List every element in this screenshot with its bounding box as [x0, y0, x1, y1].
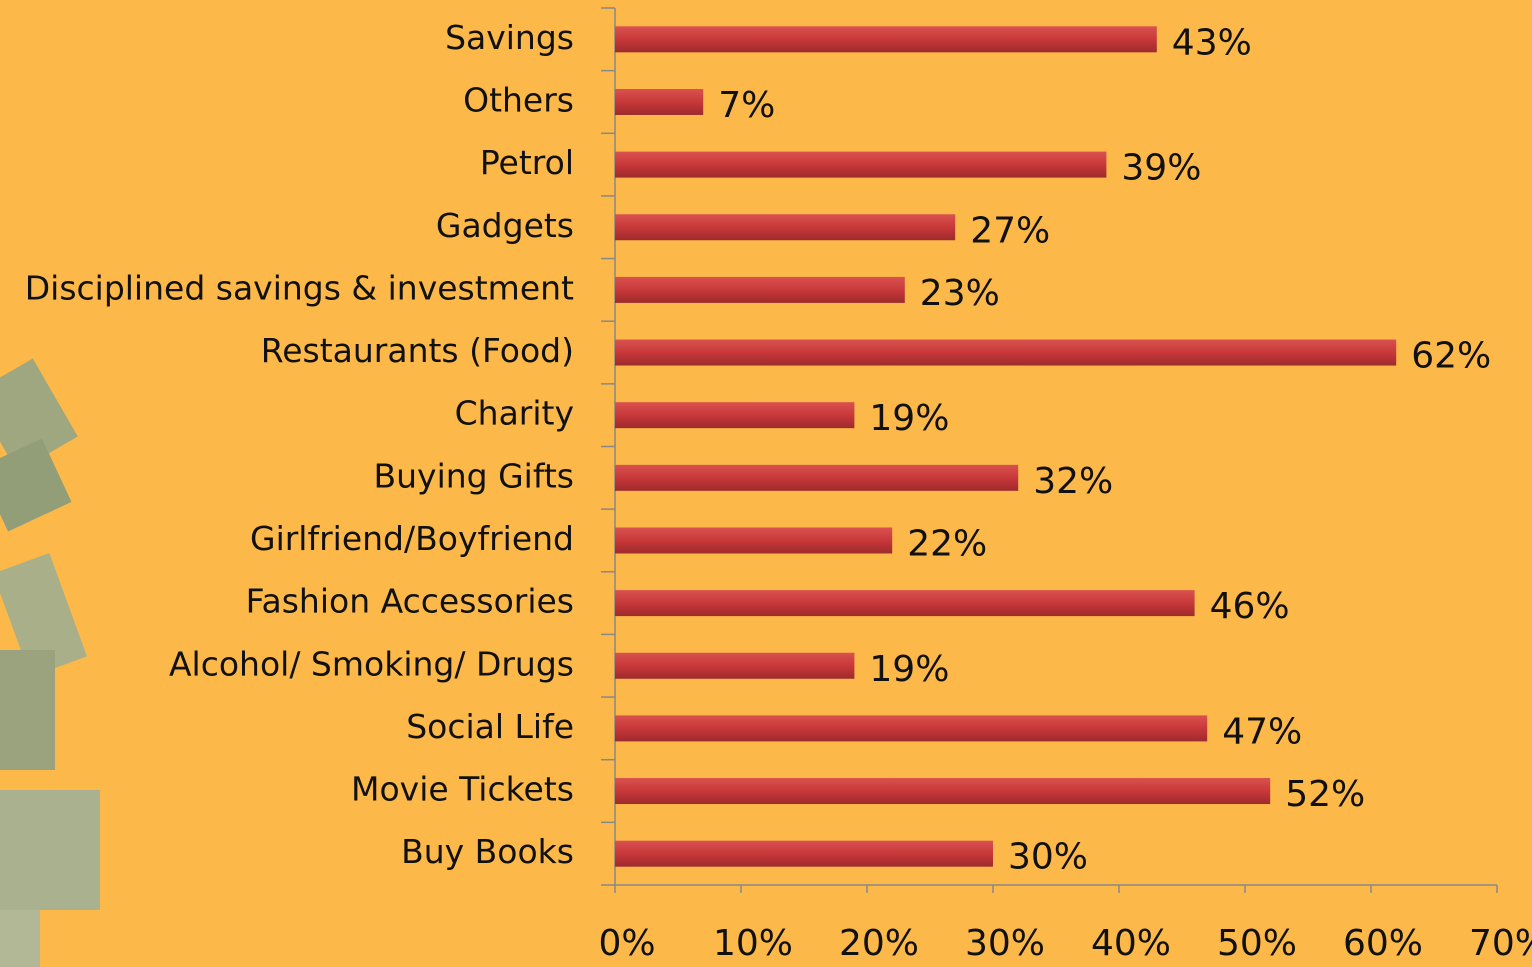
value-label: 27%	[970, 210, 1050, 251]
money-decoration	[0, 358, 100, 967]
x-tick-label: 20%	[839, 923, 919, 964]
y-tick-label: Gadgets	[436, 206, 574, 245]
value-label: 19%	[869, 398, 949, 439]
bar	[615, 464, 1019, 491]
y-tick-label: Social Life	[406, 707, 574, 746]
value-label: 46%	[1210, 586, 1290, 627]
bar	[615, 840, 993, 867]
x-tick-label: 70%	[1469, 923, 1532, 964]
bar	[615, 26, 1157, 53]
value-label: 32%	[1033, 461, 1113, 502]
x-tick-label: 10%	[713, 923, 793, 964]
x-tick-label: 60%	[1343, 923, 1423, 964]
y-tick-label: Movie Tickets	[351, 770, 574, 809]
y-tick-label: Buying Gifts	[373, 456, 574, 495]
value-label: 47%	[1222, 711, 1302, 752]
y-tick-label: Petrol	[480, 143, 574, 182]
bar	[615, 88, 704, 115]
y-tick-label: Girlfriend/Boyfriend	[250, 519, 574, 558]
bar	[615, 590, 1195, 617]
bar	[615, 715, 1208, 742]
bar	[615, 276, 905, 303]
x-tick-label: 30%	[965, 923, 1045, 964]
value-label: 7%	[718, 85, 775, 126]
y-tick-label: Charity	[455, 394, 574, 433]
bar	[615, 402, 855, 429]
value-label: 22%	[907, 523, 987, 564]
value-label: 43%	[1172, 22, 1252, 63]
y-tick-label: Alcohol/ Smoking/ Drugs	[169, 644, 574, 683]
bar	[615, 778, 1271, 805]
bar	[615, 527, 893, 554]
y-tick-label: Others	[463, 80, 574, 119]
bar	[615, 214, 956, 241]
x-tick-label: 0%	[598, 923, 655, 964]
x-tick-label: 50%	[1217, 923, 1297, 964]
value-label: 30%	[1008, 837, 1088, 878]
value-label: 39%	[1121, 148, 1201, 189]
y-tick-label: Restaurants (Food)	[261, 331, 574, 370]
bar	[615, 339, 1397, 366]
value-label: 23%	[920, 273, 1000, 314]
bar	[615, 151, 1107, 178]
value-label: 52%	[1285, 774, 1365, 815]
y-tick-label: Buy Books	[401, 832, 574, 871]
x-tick-label: 40%	[1091, 923, 1171, 964]
y-tick-label: Disciplined savings & investment	[25, 268, 574, 307]
value-label: 62%	[1411, 336, 1491, 377]
y-tick-label: Fashion Accessories	[246, 582, 574, 621]
y-tick-label: Savings	[445, 18, 574, 57]
value-label: 19%	[869, 649, 949, 690]
bar	[615, 652, 855, 679]
